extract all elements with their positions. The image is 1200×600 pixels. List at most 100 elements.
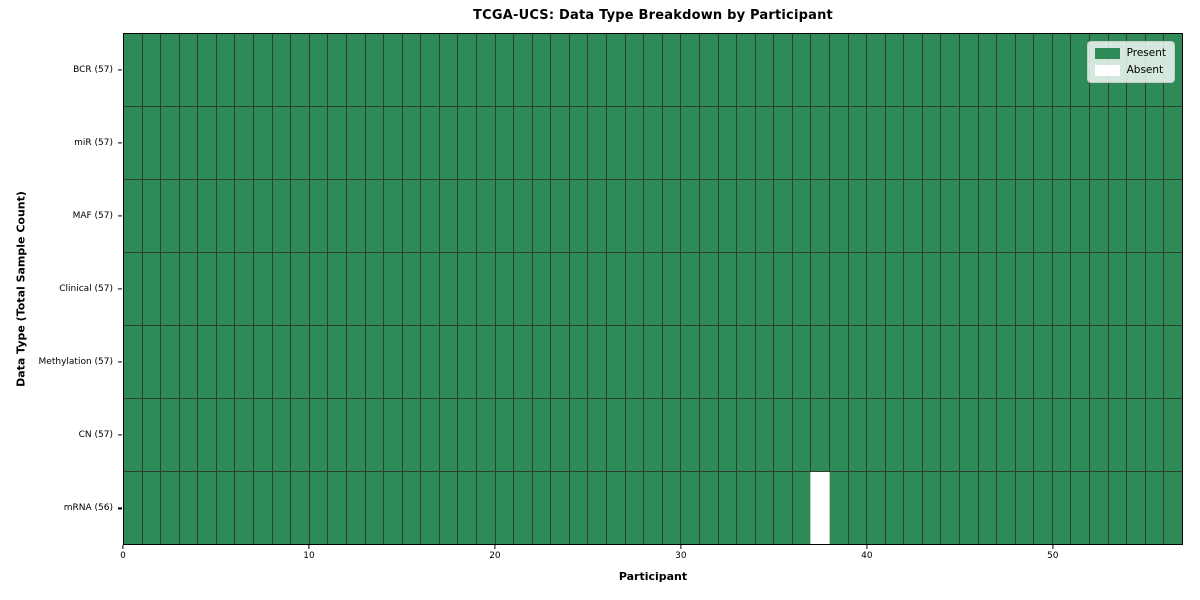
heatmap-cell-present [885,180,905,252]
heatmap-cell-present [346,180,366,252]
heatmap-cell-present [198,180,217,252]
heatmap-cell-present [458,326,477,398]
heatmap-cell-present [774,180,793,252]
heatmap-cell-present [848,107,868,179]
heatmap-row-mRNA [124,472,1182,544]
heatmap-cell-present [532,472,552,544]
heatmap-cell-present [254,34,273,106]
heatmap-cell-present [402,253,422,325]
heatmap-cell-present [904,399,923,471]
heatmap-cell-present [1090,472,1109,544]
heatmap-cell-present [309,472,329,544]
heatmap-cell-present [978,180,998,252]
heatmap-cell-present [216,399,236,471]
heatmap-cell-present [885,399,905,471]
y-tick-mark [118,361,122,363]
heatmap-cell-present [1108,107,1128,179]
heatmap-cell-present [718,34,738,106]
heatmap-cell-present [960,399,979,471]
heatmap-cell-present [291,180,310,252]
heatmap-cell-present [774,253,793,325]
heatmap-cell-present [625,326,645,398]
heatmap-cell-present [161,472,180,544]
heatmap-cell-present [662,399,682,471]
heatmap-cell-present [514,34,533,106]
heatmap-cell-present [1052,107,1072,179]
heatmap-cell-present [514,326,533,398]
heatmap-cell-present [829,472,849,544]
heatmap-cell-present [607,107,626,179]
heatmap-cell-present [588,253,608,325]
heatmap-cell-present [811,107,830,179]
x-tick-label: 0 [120,551,126,561]
heatmap-cell-present [1145,253,1165,325]
heatmap-cell-present [792,34,812,106]
heatmap-cell-present [346,399,366,471]
heatmap-cell-present [737,107,756,179]
heatmap-cell-present [124,472,143,544]
heatmap-cell-present [588,399,608,471]
y-tick-label: Clinical (57) [59,284,113,294]
heatmap-cell-present [384,253,403,325]
heatmap-cell-present [1015,253,1035,325]
heatmap-cell-present [755,180,775,252]
y-tick-label: CN (57) [78,430,113,441]
heatmap-cell-present [551,399,570,471]
heatmap-cell-present [384,399,403,471]
heatmap-cell-present [532,399,552,471]
x-tick-mark [308,545,310,549]
heatmap-cell-present [922,107,942,179]
x-axis-label: Participant [618,570,688,583]
heatmap-cell-present [346,253,366,325]
heatmap-cell-present [848,472,868,544]
heatmap-cell-present [532,253,552,325]
heatmap-cell-present [922,399,942,471]
x-tick-mark [866,545,868,549]
heatmap-cell-present [198,107,217,179]
heatmap-cell-present [737,472,756,544]
heatmap-cell-present [848,253,868,325]
heatmap-cell-present [551,107,570,179]
y-tick-mark [118,434,122,436]
heatmap-row-Clinical [124,253,1182,326]
heatmap-cell-present [792,472,812,544]
heatmap-cell-present [254,472,273,544]
heatmap-cell-present [1034,326,1053,398]
heatmap-cell-present [439,107,459,179]
heatmap-cell-present [1164,107,1182,179]
heatmap-cell-present [644,326,663,398]
heatmap-cell-present [254,180,273,252]
heatmap-cell-present [1127,472,1146,544]
heatmap-cell-present [1052,253,1072,325]
heatmap-cell-present [235,253,255,325]
heatmap-cell-present [384,180,403,252]
x-tick-label: 40 [861,551,873,561]
heatmap-cell-present [365,253,385,325]
heatmap-cell-present [346,472,366,544]
heatmap-cell-present [1071,253,1091,325]
heatmap-cell-present [458,399,477,471]
y-tick-mark [118,507,122,510]
heatmap-cell-present [1127,399,1146,471]
heatmap-cell-present [960,34,979,106]
heatmap-row-miR [124,107,1182,180]
heatmap-cell-present [699,180,719,252]
heatmap-cell-present [179,180,199,252]
heatmap-cell-present [960,107,979,179]
heatmap-cell-present [365,107,385,179]
heatmap-cell-present [662,34,682,106]
heatmap-cell-present [495,253,515,325]
heatmap-cell-present [551,180,570,252]
heatmap-cell-present [365,34,385,106]
legend-label-present: Present [1126,47,1166,60]
heatmap-cell-present [699,107,719,179]
heatmap-cell-present [792,180,812,252]
heatmap-cell-present [142,107,162,179]
legend-label-absent: Absent [1126,64,1164,77]
heatmap-cell-present [124,399,143,471]
heatmap-cell-present [161,253,180,325]
heatmap-row-CN [124,399,1182,472]
heatmap-cell-present [625,107,645,179]
heatmap-cell-present [941,399,961,471]
heatmap-cell-present [569,253,589,325]
